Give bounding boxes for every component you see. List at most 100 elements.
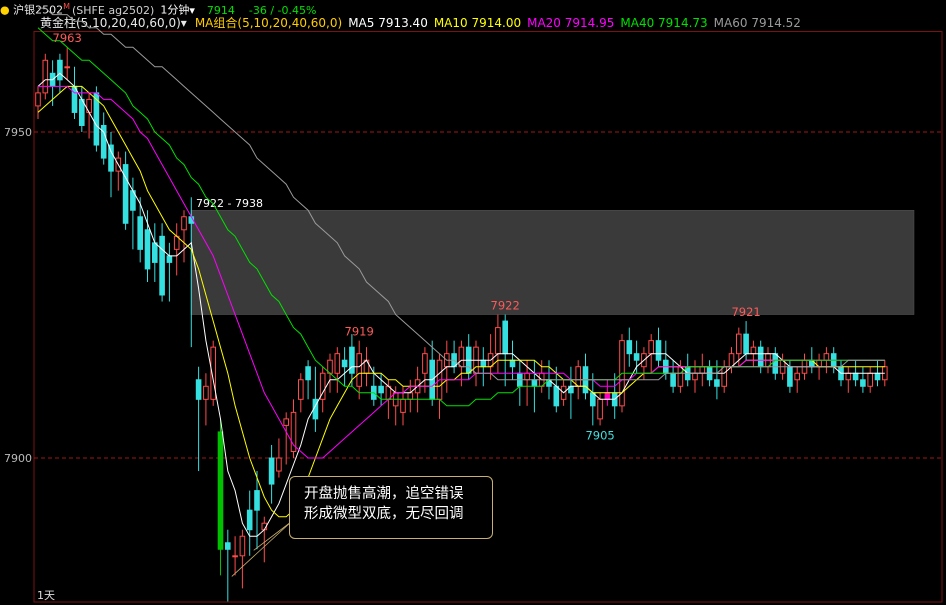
candle-body[interactable] [246, 509, 253, 531]
candle-body[interactable] [239, 535, 246, 557]
candle-body[interactable] [225, 542, 231, 550]
candle-body[interactable] [502, 320, 508, 355]
candle-body[interactable] [757, 346, 764, 368]
candle-body[interactable] [860, 379, 866, 387]
candle-body[interactable] [480, 359, 487, 368]
candle-body[interactable] [721, 366, 728, 387]
candle-body[interactable] [743, 333, 749, 355]
ma-group-label[interactable]: MA组合(5,10,20,40,60,0) [194, 16, 343, 30]
period-selector[interactable]: 1分钟 [160, 3, 190, 17]
annotation-line-2: 形成微型双底，无尽回调 [304, 506, 464, 522]
candle-body[interactable] [144, 229, 151, 270]
candle-body[interactable] [122, 164, 129, 224]
main-contract-flag: M [63, 2, 71, 11]
candle-body[interactable] [677, 366, 684, 387]
ma-line-ma20 [38, 85, 885, 459]
candle-body[interactable] [750, 346, 757, 355]
ma-line-ma5 [37, 72, 885, 537]
candle-body[interactable] [195, 379, 202, 400]
candle-body[interactable] [626, 340, 633, 355]
zone-label: 7922 - 7938 [196, 197, 263, 210]
golden-bar-indicator[interactable]: 黄金柱(5,10,20,40,60,0) [40, 16, 181, 30]
candle-body[interactable] [181, 216, 187, 231]
candle-body[interactable] [356, 353, 362, 387]
candle-body[interactable] [495, 327, 501, 355]
extreme-label: 7905 [585, 428, 614, 442]
candle-body[interactable] [633, 353, 640, 361]
candle-body[interactable] [319, 372, 326, 400]
candle-body[interactable] [64, 66, 71, 69]
candle-body[interactable] [283, 418, 289, 426]
y-tick-label: 7950 [4, 126, 32, 139]
candle-body[interactable] [152, 242, 158, 263]
candle-body[interactable] [553, 385, 560, 407]
candle-body[interactable] [648, 340, 655, 355]
candle-body[interactable] [407, 392, 414, 400]
period-label[interactable]: 1天 [37, 589, 55, 602]
candle-body[interactable] [254, 490, 260, 511]
plot-frame [33, 31, 943, 603]
candle-body[interactable] [874, 372, 881, 381]
callout-leader-line [231, 521, 292, 577]
ma40-value: MA40 7914.73 [620, 16, 708, 30]
chart-header: ● 沪银2502M (SHFE ag2502) 1分钟▾ 7914 -36 / -0.4… [0, 0, 322, 17]
candle-body[interactable] [575, 366, 582, 387]
candle-body[interactable] [458, 346, 465, 368]
candle-body[interactable] [166, 255, 173, 263]
candle-body[interactable] [217, 431, 224, 550]
candle-body[interactable] [42, 59, 49, 94]
candle-body[interactable] [604, 392, 611, 400]
exchange-code: (SHFE ag2502) [72, 3, 155, 17]
candle-body[interactable] [334, 353, 341, 374]
callout-leader-line [253, 521, 292, 551]
candle-body[interactable] [670, 372, 676, 387]
candle-body[interactable] [845, 372, 852, 381]
candle-body[interactable] [349, 346, 355, 374]
candle-body[interactable] [867, 372, 874, 387]
candle-body[interactable] [714, 379, 720, 387]
candle-body[interactable] [290, 411, 297, 452]
candle-body[interactable] [531, 379, 538, 387]
candle-body[interactable] [210, 346, 216, 400]
candle-body[interactable] [772, 353, 779, 374]
candle-body[interactable] [57, 59, 63, 81]
candle-body[interactable] [276, 457, 282, 472]
candle-body[interactable] [79, 98, 85, 126]
annotation-callout: 开盘抛售高潮，追空错误 形成微型双底，无尽回调 [289, 476, 493, 539]
candle-body[interactable] [422, 353, 428, 374]
ma-line-ma60 [38, 7, 885, 381]
candle-body[interactable] [159, 235, 165, 296]
candle-body[interactable] [341, 359, 348, 368]
candle-body[interactable] [794, 372, 801, 381]
candle-body[interactable] [692, 372, 698, 381]
candle-body[interactable] [298, 379, 304, 400]
candle-body[interactable] [108, 144, 114, 172]
candle-body[interactable] [655, 340, 662, 361]
candle-body[interactable] [699, 366, 706, 374]
candle-body[interactable] [787, 366, 793, 387]
candle-body[interactable] [509, 359, 516, 368]
y-tick-label: 7900 [4, 452, 32, 465]
candle-body[interactable] [100, 124, 107, 159]
candle-body[interactable] [203, 385, 209, 400]
chevron-down-icon[interactable]: ▾ [180, 16, 187, 30]
candle-body[interactable] [137, 216, 143, 250]
candle-body[interactable] [736, 333, 742, 355]
ma20-value: MA20 7914.95 [527, 16, 615, 30]
candle-body[interactable] [823, 353, 830, 361]
ma10-value: MA10 7914.00 [433, 16, 522, 30]
extreme-label: 7922 [491, 299, 520, 313]
indicator-legend: 黄金柱(5,10,20,40,60,0)▾ MA组合(5,10,20,40,60,… [40, 15, 807, 31]
candle-body[interactable] [305, 366, 311, 381]
candle-body[interactable] [378, 385, 384, 394]
candle-body[interactable] [524, 372, 530, 381]
candle-body[interactable] [400, 398, 406, 413]
candle-body[interactable] [268, 457, 275, 485]
candle-body[interactable] [597, 398, 603, 420]
symbol-dot-icon: ● [0, 3, 14, 17]
chevron-down-icon[interactable]: ▾ [189, 3, 195, 17]
candle-body[interactable] [852, 372, 859, 381]
candle-body[interactable] [35, 92, 41, 107]
candle-body[interactable] [232, 555, 238, 558]
